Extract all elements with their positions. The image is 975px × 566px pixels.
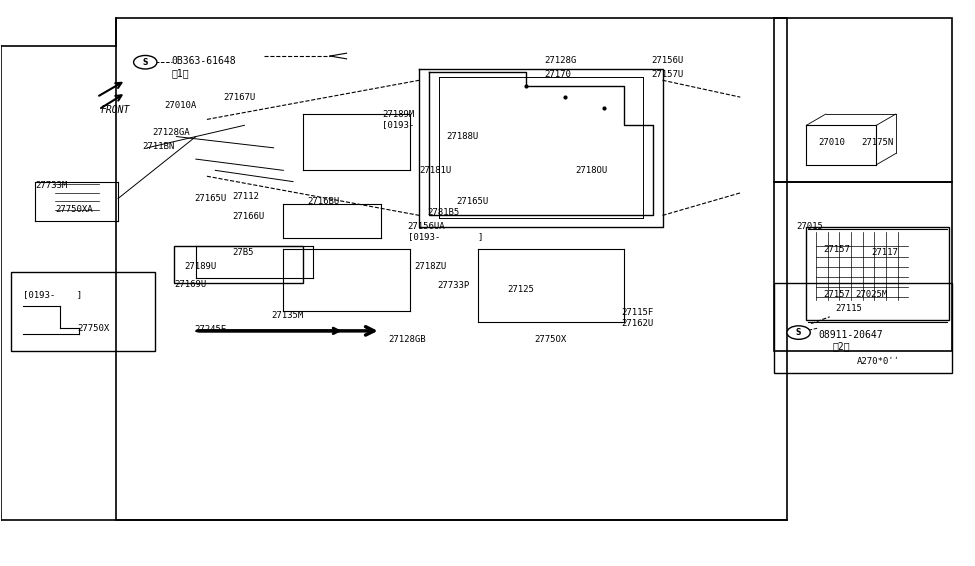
Text: A270*0ʹʹ: A270*0ʹʹ [857,357,900,366]
Text: S: S [142,58,148,67]
Circle shape [134,55,157,69]
Bar [774,283,953,373]
Text: 27157: 27157 [823,290,850,299]
Text: 08911-20647: 08911-20647 [818,330,882,340]
Text: 27156UA: 27156UA [408,222,446,231]
Text: 27181U: 27181U [419,166,451,175]
Text: 27169U: 27169U [175,280,207,289]
Text: 27162U: 27162U [622,319,654,328]
Text: （1）: （1） [172,68,189,78]
Text: 27157: 27157 [823,245,850,254]
Text: 27128GA: 27128GA [152,128,190,137]
Text: 27115: 27115 [836,304,863,313]
Text: 27188U: 27188U [447,132,479,141]
Text: 0B363-61648: 0B363-61648 [172,55,236,66]
Text: 27025M: 27025M [855,290,887,299]
Text: FRONT: FRONT [100,105,130,114]
Text: 27010: 27010 [818,138,845,147]
Text: （2）: （2） [833,341,850,351]
Text: 27189M: 27189M [382,110,414,118]
Text: 27750XA: 27750XA [55,205,93,215]
Text: S: S [796,328,801,337]
Text: 2781B5: 2781B5 [427,208,459,217]
Text: 27189U: 27189U [184,261,216,271]
Bar [11,272,155,350]
Text: 27010A: 27010A [165,101,197,110]
Bar [774,182,953,350]
Text: 27165U: 27165U [456,197,488,206]
Bar [806,226,950,320]
Text: 27128G: 27128G [544,56,576,65]
Text: 2711BN: 2711BN [142,142,175,151]
Text: 27165U: 27165U [194,194,226,203]
Text: 27112: 27112 [233,192,259,201]
Text: 27175N: 27175N [862,138,894,147]
Text: ]: ] [478,232,484,241]
Text: 27B5: 27B5 [233,247,254,256]
Bar [175,246,303,283]
Circle shape [787,326,810,340]
Text: 27733M: 27733M [35,181,67,190]
Bar [774,18,953,182]
Text: 27117: 27117 [872,247,898,256]
Text: 27125: 27125 [507,285,534,294]
Text: [0193-: [0193- [382,119,414,128]
Text: 27015: 27015 [797,222,824,231]
Text: [0193-: [0193- [408,232,440,241]
Text: 2775OX: 2775OX [534,335,566,344]
Text: 27167U: 27167U [223,93,255,102]
Text: 27170: 27170 [544,70,570,79]
Text: 27128GB: 27128GB [388,335,426,344]
Bar [116,18,787,520]
Text: 27157U: 27157U [651,70,683,79]
Text: [0193-    ]: [0193- ] [22,290,82,299]
Text: 27166U: 27166U [233,212,265,221]
Text: 2716BU: 2716BU [308,197,340,206]
Text: 2718ZU: 2718ZU [414,261,447,271]
Text: 27245E: 27245E [194,325,226,334]
Text: 27750X: 27750X [77,324,109,333]
Text: 27156U: 27156U [651,56,683,65]
Text: 27733P: 27733P [437,281,469,290]
Text: 27115F: 27115F [622,308,654,317]
Text: 27135M: 27135M [272,311,304,320]
Text: 2718OU: 2718OU [575,166,607,175]
